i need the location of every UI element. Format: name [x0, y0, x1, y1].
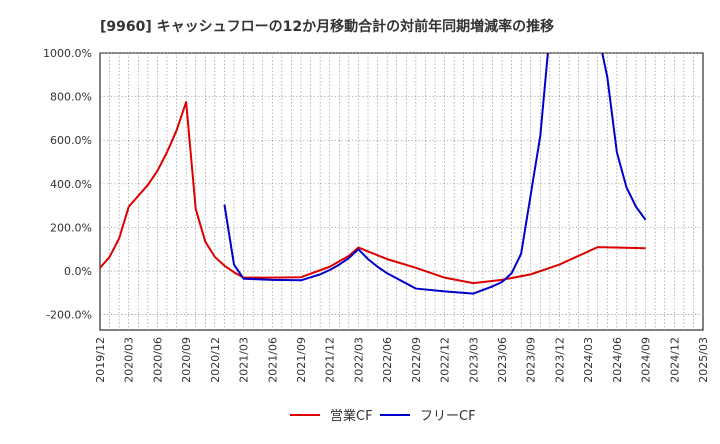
y-tick-label: 200.0% [50, 221, 92, 234]
x-tick-label: 2024/06 [611, 337, 624, 383]
y-tick-label: 800.0% [50, 91, 92, 104]
x-tick-label: 2023/06 [496, 337, 509, 383]
x-tick-label: 2020/09 [180, 337, 193, 383]
legend: 営業CF フリーCF [290, 408, 476, 424]
x-tick-label: 2023/12 [553, 337, 566, 383]
y-tick-label: 400.0% [50, 178, 92, 191]
y-tick-label: 600.0% [50, 134, 92, 147]
y-tick-label: 1000.0% [43, 47, 92, 60]
y-tick-label: -200.0% [46, 309, 92, 322]
series-line [223, 53, 647, 295]
x-tick-label: 2024/03 [582, 337, 595, 383]
x-tick-label: 2022/06 [381, 337, 394, 383]
x-tick-label: 2022/03 [352, 337, 365, 383]
x-tick-label: 2020/06 [151, 337, 164, 383]
x-tick-label: 2022/09 [410, 337, 423, 383]
x-tick-label: 2021/06 [266, 337, 279, 383]
x-tick-label: 2021/03 [238, 337, 251, 383]
series-lines [100, 53, 647, 295]
x-tick-label: 2022/12 [439, 337, 452, 383]
legend-label: フリーCF [420, 409, 476, 424]
x-tick-label: 2025/03 [697, 337, 710, 383]
x-tick-label: 2021/09 [295, 337, 308, 383]
x-axis-tick-labels: 2019/12 2020/03 2020/06 2020/09 2020/12 2021/… [94, 337, 710, 383]
x-tick-label: 2020/03 [123, 337, 136, 383]
grid-lines [100, 52, 703, 330]
x-tick-label: 2024/12 [668, 337, 681, 383]
x-tick-label: 2023/03 [467, 337, 480, 383]
y-tick-label: 0.0% [64, 265, 92, 278]
x-tick-label: 2019/12 [94, 337, 107, 383]
plot-area [99, 52, 704, 331]
legend-label: 営業CF [330, 408, 373, 424]
x-tick-label: 2023/09 [525, 337, 538, 383]
x-tick-label: 2020/12 [209, 337, 222, 383]
y-axis-tick-labels: -200.0% 0.0% 200.0% 400.0% 600.0% 800.0% 1000.… [43, 47, 92, 322]
x-tick-label: 2021/12 [324, 337, 337, 383]
chart-title: [9960] キャッシュフローの12か月移動合計の対前年同期増減率の推移 [100, 18, 554, 35]
x-tick-label: 2024/09 [640, 337, 653, 383]
